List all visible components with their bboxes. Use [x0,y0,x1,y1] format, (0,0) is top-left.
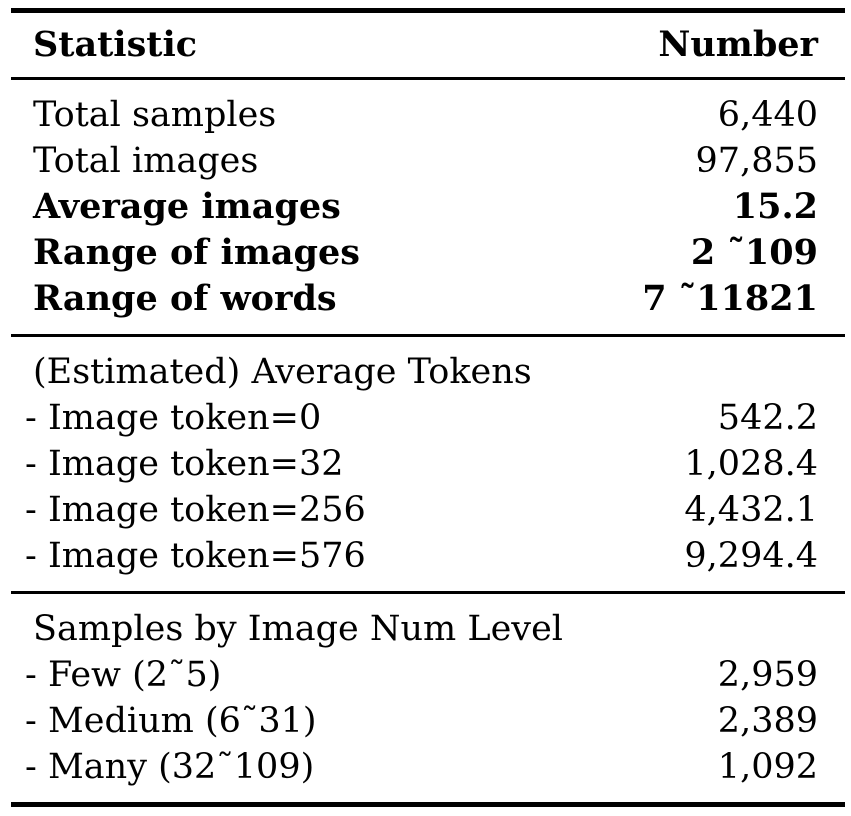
table-header-row: Statistic Number [11,13,845,77]
row-value: 97,855 [695,141,818,181]
table-row: - Medium (6˜31) 2,389 [11,698,845,744]
row-label: - Image token=256 [25,490,366,530]
section-rule [11,591,845,594]
bottom-rule [11,802,845,807]
row-label: Range of images [33,232,360,273]
row-value: 6,440 [717,95,818,135]
statistics-table: Statistic Number Total samples 6,440 Tot… [11,8,845,807]
table-row: - Few (2˜5) 2,959 [11,652,845,698]
table-row: Total samples 6,440 [11,92,845,138]
table-subheader-row: (Estimated) Average Tokens [11,349,845,395]
row-label: Range of words [33,278,337,319]
row-value: 2,389 [717,701,818,741]
table-row: Average images 15.2 [11,184,845,230]
row-label: - Image token=32 [25,444,344,484]
table-row: - Many (32˜109) 1,092 [11,744,845,790]
table-section-overview: Total samples 6,440 Total images 97,855 … [11,80,845,334]
row-value: 2 ˜109 [690,232,818,273]
row-value: 1,092 [717,747,818,787]
row-label: (Estimated) Average Tokens [33,352,532,392]
table-section-samples-by-image-num-level: Samples by Image Num Level - Few (2˜5) 2… [11,594,845,802]
table-row: Range of words 7 ˜11821 [11,276,845,322]
table-row: - Image token=0 542.2 [11,395,845,441]
table-row: - Image token=576 9,294.4 [11,533,845,579]
section-rule [11,334,845,337]
table-section-estimated-average-tokens: (Estimated) Average Tokens - Image token… [11,337,845,591]
table-subheader-row: Samples by Image Num Level [11,606,845,652]
row-value: 15.2 [732,186,818,227]
row-label: - Image token=576 [25,536,366,576]
row-label: - Few (2˜5) [25,655,222,695]
table-row: - Image token=256 4,432.1 [11,487,845,533]
table-row: Range of images 2 ˜109 [11,230,845,276]
row-value: 4,432.1 [684,490,818,530]
row-value: 2,959 [717,655,818,695]
row-label: - Image token=0 [25,398,322,438]
row-label: Average images [33,186,341,227]
header-rule [11,77,845,80]
table-row: Total images 97,855 [11,138,845,184]
row-label: - Many (32˜109) [25,747,315,787]
row-value: 7 ˜11821 [642,278,818,319]
row-label: Total samples [33,95,277,135]
header-statistic: Statistic [33,24,198,65]
header-number: Number [658,24,818,65]
row-label: - Medium (6˜31) [25,701,317,741]
row-label: Total images [33,141,259,181]
row-value: 542.2 [717,398,818,438]
row-label: Samples by Image Num Level [33,609,563,649]
table-row: - Image token=32 1,028.4 [11,441,845,487]
row-value: 9,294.4 [684,536,818,576]
top-rule [11,8,845,13]
row-value: 1,028.4 [684,444,818,484]
